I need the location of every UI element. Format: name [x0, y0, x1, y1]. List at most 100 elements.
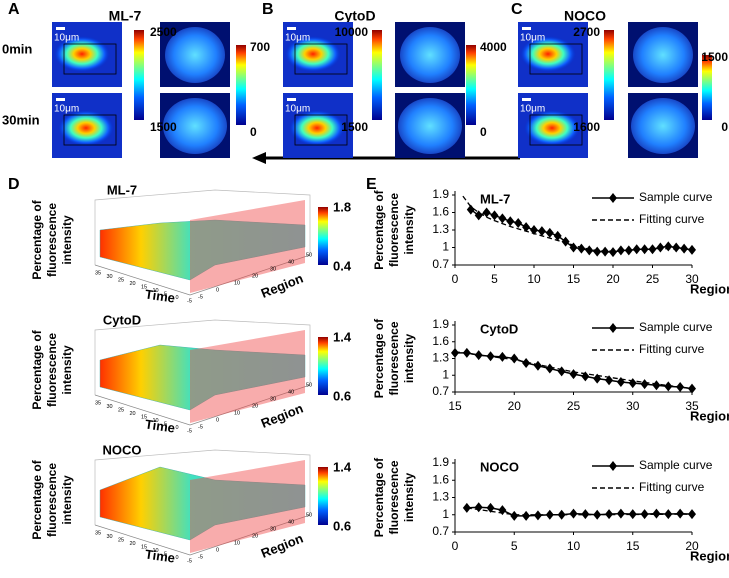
data-point — [672, 242, 681, 253]
colorbar-label: 1500 — [341, 120, 368, 134]
data-point — [676, 508, 685, 519]
y-axis-label: intensity — [402, 205, 416, 255]
data-point — [510, 353, 519, 364]
scale-bar — [56, 98, 65, 101]
data-point — [474, 210, 483, 221]
data-point — [664, 241, 673, 252]
data-point — [506, 216, 515, 227]
region-tick: 40 — [288, 519, 294, 525]
x-tick-label: 20 — [508, 399, 522, 413]
data-point — [605, 375, 614, 386]
data-point — [593, 246, 602, 257]
plot-title: CytoD — [103, 312, 141, 327]
ratio-cell — [631, 98, 695, 154]
data-point — [490, 210, 499, 221]
time-tick: 5 — [164, 551, 167, 557]
panel-title: ML-7 — [109, 8, 142, 24]
cut-plane — [190, 330, 305, 423]
data-point — [561, 236, 570, 247]
surface — [99, 344, 306, 411]
time-tick: 25 — [118, 407, 124, 413]
colorbar-label: 2500 — [150, 25, 177, 39]
y-axis-label: fluorescence — [387, 321, 401, 395]
x-tick-label: 15 — [626, 539, 640, 553]
region-label: Region — [259, 531, 306, 561]
box-wall — [94, 319, 311, 395]
time-tick: 20 — [130, 281, 136, 287]
time-tick: 25 — [118, 537, 124, 543]
y-tick-label: 1.9 — [432, 187, 449, 201]
data-point — [569, 369, 578, 380]
panel-label: C — [511, 1, 523, 18]
time-label: Time — [144, 417, 176, 436]
time-tick: 15 — [141, 284, 147, 290]
legend-label: Fitting curve — [639, 480, 705, 494]
roi-box — [529, 43, 583, 75]
colorbar — [318, 467, 328, 525]
time-tick: 20 — [130, 411, 136, 417]
time-tick: 10 — [153, 548, 159, 554]
data-point — [498, 213, 507, 224]
colorbar — [134, 30, 144, 120]
panel-title: CytoD — [334, 8, 375, 24]
x-tick-label: 15 — [567, 272, 581, 286]
x-tick-label: 0 — [452, 539, 459, 553]
y-axis-label: Percentage of — [372, 189, 386, 269]
region-tick: -5 — [198, 424, 203, 430]
cell-signal — [520, 36, 576, 72]
y-axis-label: intensity — [60, 215, 74, 265]
x-tick-label: 0 — [452, 272, 459, 286]
y-axis-label: intensity — [60, 475, 74, 525]
y-tick-label: 1.3 — [432, 490, 449, 504]
surface — [99, 466, 306, 541]
cell-signal — [54, 36, 110, 72]
colorbar-label: 0 — [721, 120, 728, 134]
scale-bar — [56, 27, 65, 30]
row-label: 0min — [2, 41, 32, 56]
y-tick-label: 0.7 — [432, 524, 449, 538]
data-point — [522, 510, 531, 521]
y-axis-label: fluorescence — [387, 460, 401, 534]
data-point — [545, 227, 554, 238]
data-point — [522, 222, 531, 233]
region-label: Region — [259, 401, 306, 431]
data-point — [498, 351, 507, 362]
region-tick: 10 — [234, 540, 240, 546]
y-axis-label: Percentage of — [30, 459, 44, 539]
roi-box — [529, 114, 583, 146]
panel-label: E — [366, 176, 377, 193]
data-point — [569, 508, 578, 519]
data-point — [652, 508, 661, 519]
roi-box — [63, 43, 117, 75]
region-tick: 40 — [288, 259, 294, 265]
x-tick-label: 15 — [448, 399, 462, 413]
colorbar-label: 0 — [480, 125, 487, 139]
colorbar-label: 0.6 — [333, 518, 351, 533]
x-tick-label: 10 — [527, 272, 541, 286]
panel-label: B — [262, 1, 274, 18]
colorbar-label: 10000 — [335, 25, 369, 39]
chart-title: CytoD — [480, 321, 518, 336]
y-tick-label: 1.9 — [432, 317, 449, 331]
y-tick-label: 1.6 — [432, 472, 449, 486]
colorbar — [236, 45, 246, 125]
panel-label: D — [8, 176, 20, 193]
time-label: Time — [144, 287, 176, 306]
data-point — [545, 363, 554, 374]
colorbar-label: 1600 — [573, 120, 600, 134]
time-tick: 10 — [153, 418, 159, 424]
time-tick: -5 — [187, 428, 192, 434]
panel-label: A — [8, 1, 20, 18]
region-tick: 50 — [306, 252, 312, 258]
y-axis-label: Percentage of — [30, 199, 44, 279]
time-tick: 15 — [141, 544, 147, 550]
time-tick: -5 — [187, 558, 192, 564]
data-point — [628, 509, 637, 520]
scale-bar — [287, 27, 296, 30]
data-point — [553, 230, 562, 241]
region-tick: 40 — [288, 389, 294, 395]
colorbar — [466, 45, 476, 125]
colorbar — [318, 207, 328, 265]
legend-label: Fitting curve — [639, 342, 705, 356]
x-tick-label: 25 — [646, 272, 660, 286]
